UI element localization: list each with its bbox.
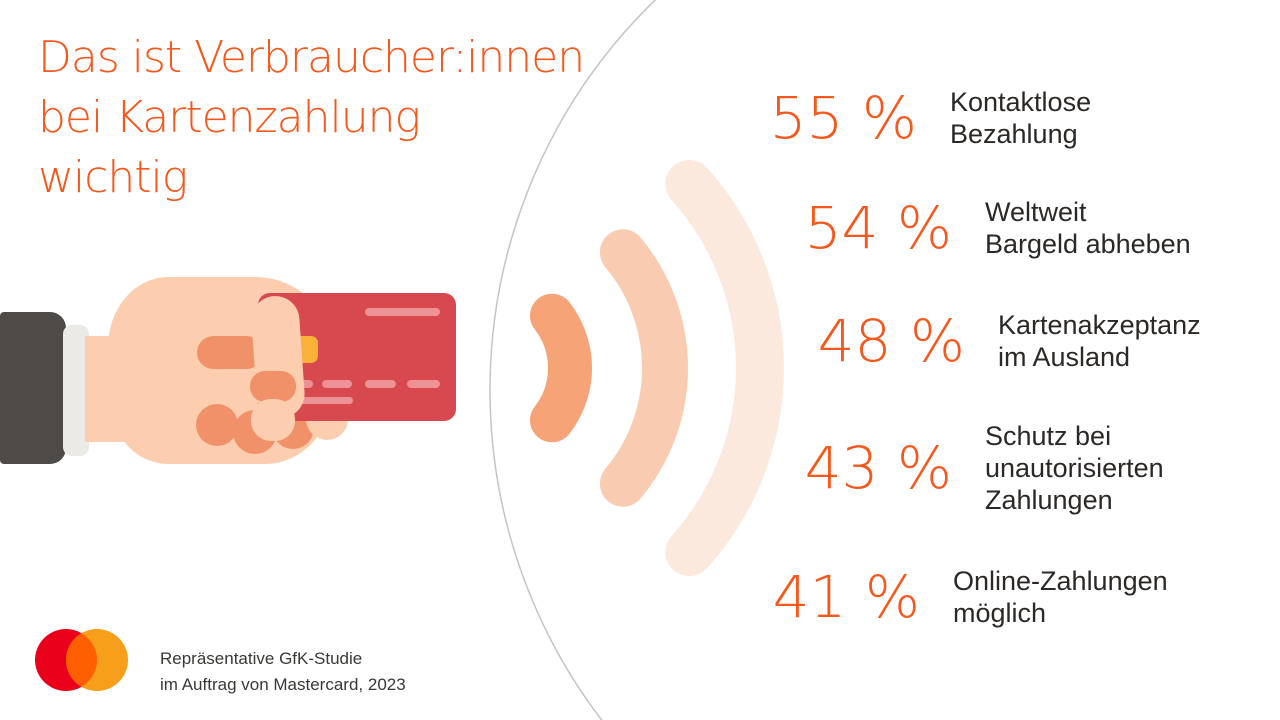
fingertip-shape: [196, 404, 238, 446]
contactless-wave-middle-icon: [599, 229, 688, 507]
page-title: Das ist Verbraucher:innen bei Kartenzahl…: [38, 28, 678, 208]
card-number-dash: [407, 380, 440, 388]
stat-value: 55 %: [769, 84, 917, 152]
mastercard-logo-icon: [35, 629, 128, 691]
card-number-dash: [322, 380, 352, 388]
stat-label: Kartenakzeptanz im Ausland: [998, 310, 1201, 372]
stat-value: 48 %: [817, 307, 965, 375]
stat-row-online-zahlungen: 41 % Online-Zahlungen möglich: [750, 565, 1168, 629]
stat-row-bargeld-abheben: 54 % Weltweit Bargeld abheben: [782, 196, 1191, 260]
mastercard-overlap: [66, 629, 97, 691]
card-number-dash: [365, 380, 396, 388]
title-line: wichtig: [38, 152, 188, 203]
stat-label: Online-Zahlungen möglich: [953, 566, 1168, 628]
stat-value: 41 %: [772, 563, 920, 631]
stat-row-kartenakzeptanz: 48 % Kartenakzeptanz im Ausland: [795, 309, 1201, 373]
card-stripe: [300, 397, 353, 404]
stat-row-schutz: 43 % Schutz bei unautorisierten Zahlunge…: [782, 420, 1164, 516]
source-note: Repräsentative GfK-Studie im Auftrag von…: [160, 649, 406, 694]
fingertip-shape: [251, 399, 295, 441]
title-line: bei Kartenzahlung: [38, 92, 421, 143]
stat-row-kontaktlose-bezahlung: 55 % Kontaktlose Bezahlung: [747, 86, 1091, 150]
card-number-dash: [300, 380, 313, 388]
stat-label: Weltweit Bargeld abheben: [985, 197, 1191, 259]
stat-value: 54 %: [804, 194, 952, 262]
stat-value: 43 %: [804, 434, 952, 502]
card-stripe: [365, 308, 440, 316]
title-line: Das ist Verbraucher:innen: [38, 32, 585, 83]
contactless-wave-inner-icon: [530, 293, 592, 443]
stat-label: Schutz bei unautorisierten Zahlungen: [985, 421, 1164, 515]
contactless-wave-outer-icon: [665, 160, 784, 576]
stat-label: Kontaktlose Bezahlung: [950, 87, 1092, 149]
knuckle-shape: [250, 371, 296, 402]
sleeve-shape: [0, 312, 66, 464]
cuff-shape: [63, 325, 89, 456]
